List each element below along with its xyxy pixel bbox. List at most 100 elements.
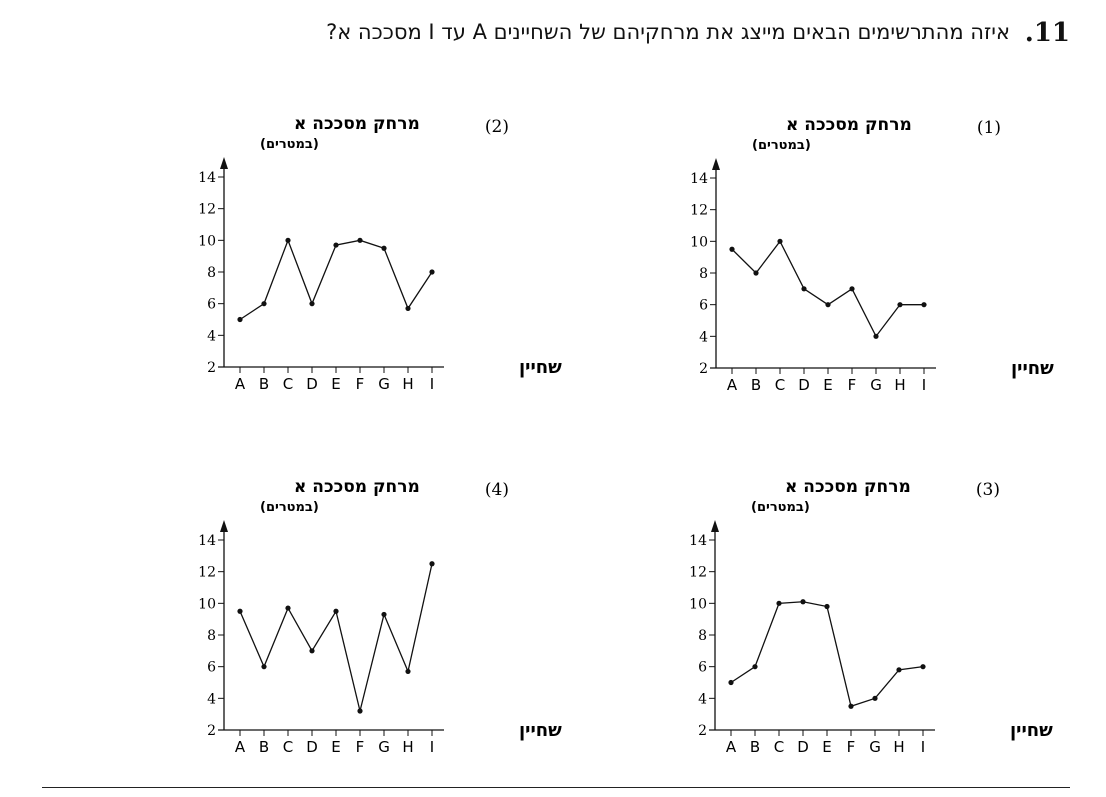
x-tick-label: F — [848, 376, 857, 394]
y-axis-arrow — [220, 520, 228, 532]
y-tick-label: 6 — [698, 660, 707, 676]
x-tick-label: C — [283, 375, 293, 393]
y-tick-label: 4 — [698, 691, 707, 707]
x-tick-label: I — [430, 738, 434, 756]
data-point — [872, 695, 878, 701]
y-axis-title: מרחק מסככה א — [785, 477, 911, 497]
data-point — [897, 302, 903, 308]
data-point — [381, 611, 387, 618]
data-point — [333, 242, 339, 248]
y-tick-label: 8 — [207, 628, 216, 644]
y-axis-unit: (במטרים) — [751, 500, 810, 515]
y-tick-label: 2 — [207, 360, 216, 376]
x-tick-label: D — [306, 375, 318, 393]
data-point — [285, 237, 291, 243]
data-point — [429, 561, 435, 567]
option-label: (1) — [977, 118, 1001, 138]
data-point — [237, 608, 243, 614]
y-axis-title: מרחק מסככה א — [786, 115, 912, 135]
data-point — [849, 286, 855, 292]
y-tick-label: 10 — [198, 233, 216, 249]
x-tick-label: H — [894, 376, 905, 394]
data-point — [776, 600, 782, 606]
chart-4: (4) מרחק מסככה א (במטרים) 2 4 6 8 10 12 14 A B C D E F G… — [198, 477, 562, 756]
x-tick-label: I — [430, 375, 434, 393]
x-tick-label: A — [235, 375, 246, 393]
data-point — [729, 246, 735, 252]
x-tick-label: E — [823, 376, 832, 394]
data-point — [357, 237, 363, 243]
x-tick-label: G — [378, 375, 390, 393]
y-tick-label: 4 — [699, 329, 708, 345]
x-tick-label: B — [259, 738, 269, 756]
y-tick-label: 4 — [207, 691, 216, 707]
data-point — [800, 599, 806, 605]
y-tick-label: 12 — [690, 203, 708, 219]
y-tick-label: 2 — [698, 723, 707, 739]
option-label: (4) — [485, 480, 509, 500]
x-tick-label: A — [726, 738, 737, 756]
data-point — [921, 302, 927, 308]
y-tick-label: 14 — [198, 533, 216, 549]
y-axis-unit: (במטרים) — [260, 500, 319, 515]
y-tick-label: 4 — [207, 328, 216, 344]
x-tick-label: H — [402, 738, 413, 756]
y-tick-label: 12 — [198, 202, 216, 218]
bottom-divider — [42, 787, 1070, 788]
data-point — [429, 269, 435, 275]
x-tick-label: E — [331, 375, 340, 393]
x-tick-label: F — [356, 738, 365, 756]
y-tick-label: 6 — [207, 660, 216, 676]
y-tick-label: 10 — [690, 234, 708, 250]
data-point — [920, 664, 926, 670]
data-point — [873, 333, 879, 339]
x-tick-label: I — [921, 738, 925, 756]
x-tick-label: H — [402, 375, 413, 393]
y-tick-label: 10 — [198, 596, 216, 612]
x-tick-label: C — [775, 376, 785, 394]
x-tick-label: H — [893, 738, 904, 756]
y-tick-label: 2 — [207, 723, 216, 739]
x-tick-label: D — [798, 376, 810, 394]
x-axis-title: שחיין — [1011, 358, 1054, 379]
x-tick-label: F — [356, 375, 365, 393]
x-tick-label: E — [822, 738, 831, 756]
x-tick-label: G — [869, 738, 881, 756]
data-point — [261, 301, 267, 307]
x-tick-label: G — [870, 376, 882, 394]
data-point — [801, 286, 807, 292]
x-axis-title: שחיין — [519, 720, 562, 741]
data-point — [381, 245, 387, 251]
data-point — [848, 703, 854, 709]
y-tick-label: 6 — [699, 298, 708, 314]
x-tick-label: C — [283, 738, 293, 756]
series-line — [731, 240, 924, 338]
option-label: (2) — [485, 117, 509, 137]
x-tick-label: G — [378, 738, 390, 756]
data-point — [261, 664, 267, 670]
data-point — [896, 667, 902, 673]
x-tick-label: A — [235, 738, 246, 756]
chart-1: (1) מרחק מסככה א (במטרים) 2 4 6 8 10 12 14 A B C D E F G… — [690, 115, 1054, 394]
y-tick-label: 10 — [689, 596, 707, 612]
data-point — [752, 664, 758, 670]
y-tick-label: 8 — [699, 266, 708, 282]
data-point — [285, 605, 291, 611]
y-tick-label: 2 — [699, 361, 708, 377]
x-axis-title: שחיין — [519, 357, 562, 378]
data-point — [753, 270, 759, 276]
y-axis-unit: (במטרים) — [260, 137, 319, 152]
x-tick-label: F — [847, 738, 856, 756]
x-tick-label: C — [774, 738, 784, 756]
data-point — [405, 668, 411, 675]
data-point — [357, 708, 363, 714]
question-text: איזה מהתרשימים הבאים מייצג את מרחקיהם של… — [326, 20, 1010, 44]
series-line — [730, 601, 924, 708]
y-tick-label: 12 — [198, 565, 216, 581]
y-axis-arrow — [712, 158, 720, 170]
y-tick-label: 12 — [689, 565, 707, 581]
x-tick-label: B — [751, 376, 761, 394]
series-line — [239, 563, 433, 712]
y-tick-label: 14 — [690, 171, 708, 187]
